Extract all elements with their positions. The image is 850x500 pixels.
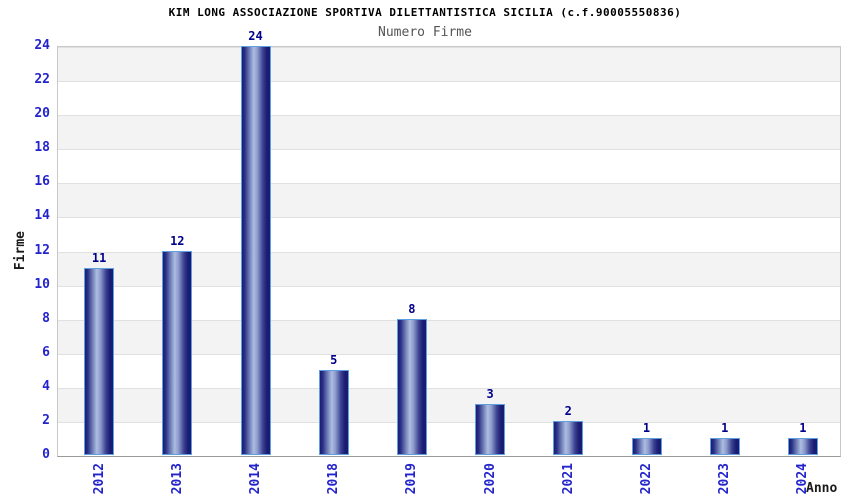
bar-value-label: 1	[799, 420, 807, 435]
y-tick-label: 18	[34, 140, 50, 156]
y-tick-label: 6	[42, 344, 50, 360]
bar	[787, 437, 818, 455]
plot-band	[58, 47, 840, 82]
y-tick-label: 20	[34, 106, 50, 122]
y-tick-label: 16	[34, 174, 50, 190]
y-tick-label: 4	[42, 378, 50, 394]
bar-value-label: 1	[642, 420, 651, 435]
y-axis-title: Firme	[13, 230, 28, 270]
bar-value-label: 1	[721, 420, 729, 435]
bar-value-label: 24	[248, 29, 263, 43]
bar	[84, 267, 115, 455]
y-tick-label: 8	[42, 310, 50, 326]
bar	[475, 403, 506, 455]
x-axis-title: Anno	[806, 481, 838, 496]
plot-band	[58, 217, 840, 252]
plot-band	[58, 115, 840, 150]
x-tick-label: 2012	[91, 463, 107, 495]
bar	[553, 420, 584, 455]
x-tick-label: 2013	[169, 463, 185, 495]
bar-value-label: 12	[170, 233, 185, 248]
bar	[240, 46, 271, 455]
y-tick-label: 2	[42, 412, 50, 428]
bar-value-label: 3	[486, 386, 494, 401]
bar-value-label: 8	[408, 301, 416, 316]
y-tick-label: 24	[34, 38, 50, 53]
bar-value-label: 11	[91, 250, 107, 265]
x-tick-label: 2023	[717, 463, 733, 495]
bar	[631, 437, 662, 455]
bar	[396, 318, 427, 455]
y-tick-label: 10	[34, 276, 50, 292]
x-tick-label: 2022	[639, 463, 654, 495]
chart-subtitle: Numero Firme	[378, 25, 472, 40]
chart-title: KIM LONG ASSOCIAZIONE SPORTIVA DILETTANT…	[168, 6, 682, 19]
x-tick-label: 2018	[326, 463, 342, 495]
plot-band	[58, 149, 840, 184]
bar	[709, 437, 740, 455]
bar	[318, 369, 349, 455]
plot-band	[58, 183, 840, 218]
x-tick-label: 2021	[560, 463, 576, 495]
bar-value-label: 2	[564, 403, 572, 418]
x-tick-label: 2014	[248, 463, 263, 495]
bar-value-label: 5	[330, 352, 338, 367]
bar	[162, 250, 193, 455]
y-tick-label: 14	[34, 208, 50, 224]
x-tick-label: 2020	[482, 463, 498, 495]
x-tick-label: 2019	[404, 463, 420, 495]
y-tick-label: 12	[34, 242, 50, 258]
plot-band	[58, 81, 840, 116]
y-tick-label: 22	[34, 72, 50, 88]
y-tick-label: 0	[42, 447, 50, 462]
